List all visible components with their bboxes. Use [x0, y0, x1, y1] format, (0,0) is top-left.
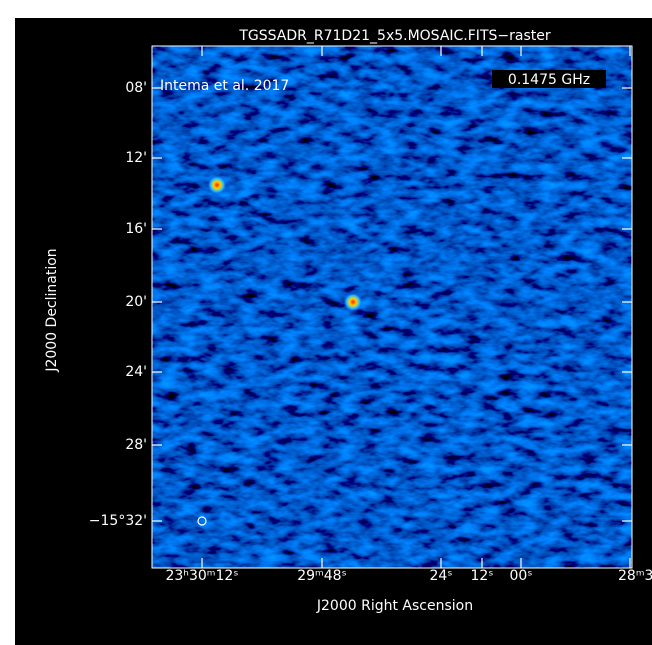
frequency-label: 0.1475 GHz	[508, 72, 590, 88]
raster-image	[152, 46, 632, 568]
x-tick-label: 12ˢ	[470, 568, 493, 584]
y-tick-label: 20'	[125, 294, 147, 310]
y-tick-label: 28'	[125, 437, 147, 453]
fits-viewer: TGSSADR_R71D21_5x5.MOSAIC.FITS−raster In…	[0, 0, 652, 645]
x-axis-title: J2000 Right Ascension	[316, 598, 473, 614]
y-tick-label: 24'	[125, 364, 147, 380]
citation-overlay: Intema et al. 2017	[160, 78, 289, 94]
y-tick-label: 16'	[125, 221, 147, 237]
x-tick-label: 00ˢ	[509, 568, 532, 584]
y-tick-label: 08'	[125, 80, 147, 96]
y-axis-title: J2000 Declination	[44, 248, 60, 372]
x-tick-label: 29ᵐ48ˢ	[297, 568, 347, 584]
radio-source	[343, 292, 363, 312]
y-tick-label: 12'	[125, 150, 147, 166]
x-tick-label: 24ˢ	[429, 568, 452, 584]
radio-source	[207, 175, 227, 195]
x-tick-label: 23ʰ30ᵐ12ˢ	[165, 568, 238, 584]
y-tick-label: −15°32'	[89, 513, 147, 529]
raster-noise	[152, 46, 632, 568]
x-tick-label: 28ᵐ36	[618, 568, 652, 584]
image-title: TGSSADR_R71D21_5x5.MOSAIC.FITS−raster	[238, 28, 550, 44]
